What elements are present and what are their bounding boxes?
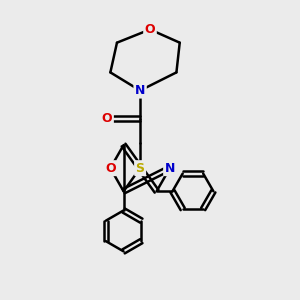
Text: O: O	[102, 112, 112, 125]
Text: O: O	[105, 162, 116, 175]
Text: S: S	[136, 162, 145, 175]
Text: N: N	[135, 84, 145, 97]
Text: O: O	[145, 23, 155, 36]
Text: N: N	[165, 162, 175, 175]
